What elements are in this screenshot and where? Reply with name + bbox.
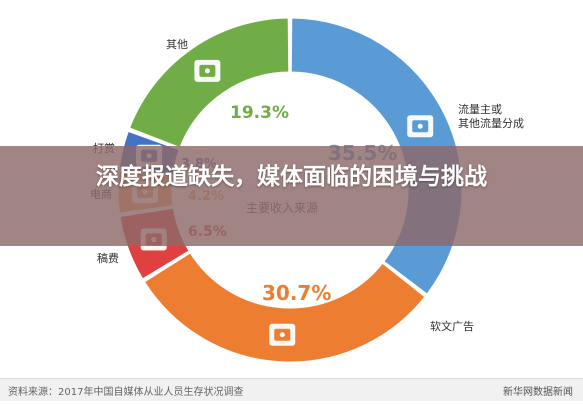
wallet-icon	[194, 59, 221, 82]
headline: 深度报道缺失，媒体面临的困境与挑战	[96, 164, 487, 190]
category-label: 软文广告	[430, 319, 474, 333]
donut-slice	[143, 252, 426, 363]
headline-band	[0, 146, 583, 246]
hierarchy-icon	[407, 115, 434, 138]
donut-slice	[128, 17, 290, 149]
percent-label: 19.3%	[230, 103, 289, 123]
source-note: 资料来源：2017年中国自媒体从业人员生存状况调查	[8, 387, 244, 398]
brand-credit: 新华网数据新闻	[503, 387, 573, 398]
percent-label: 30.7%	[262, 281, 331, 305]
footer-bar: 资料来源：2017年中国自媒体从业人员生存状况调查 新华网数据新闻	[0, 378, 583, 401]
category-label: 流量主或其他流量分成	[458, 102, 524, 130]
speaker-icon	[269, 323, 296, 346]
category-label: 稿费	[97, 251, 119, 265]
category-label: 其他	[166, 38, 188, 51]
